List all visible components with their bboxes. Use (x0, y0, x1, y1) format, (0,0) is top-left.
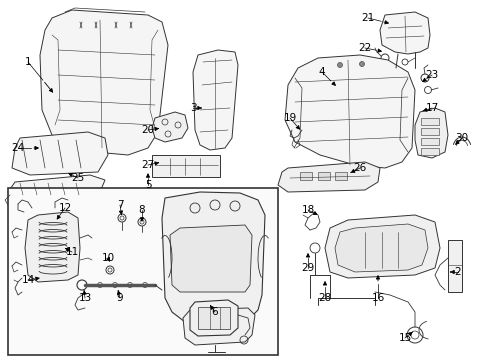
Text: 16: 16 (370, 293, 384, 303)
Polygon shape (379, 12, 429, 54)
Bar (317, 172, 329, 180)
Circle shape (359, 62, 364, 67)
Text: 29: 29 (301, 263, 314, 273)
Text: 2: 2 (454, 267, 460, 277)
Polygon shape (190, 300, 238, 336)
Polygon shape (170, 225, 251, 292)
Text: 14: 14 (21, 275, 35, 285)
Polygon shape (193, 50, 238, 150)
Polygon shape (40, 10, 168, 155)
Text: 10: 10 (101, 253, 114, 263)
Polygon shape (285, 55, 414, 168)
Polygon shape (152, 112, 187, 142)
Polygon shape (278, 162, 379, 192)
Text: 26: 26 (353, 163, 366, 173)
Text: 30: 30 (454, 133, 468, 143)
Bar (152, 155, 220, 177)
Text: 13: 13 (78, 293, 91, 303)
Text: 3: 3 (189, 103, 196, 113)
Polygon shape (8, 175, 105, 198)
Polygon shape (414, 108, 447, 158)
Bar (420, 148, 438, 155)
Bar (8, 188, 278, 355)
Text: 5: 5 (144, 180, 151, 190)
Text: 22: 22 (358, 43, 371, 53)
Text: 4: 4 (318, 67, 325, 77)
Text: 17: 17 (425, 103, 438, 113)
Polygon shape (325, 215, 439, 278)
Circle shape (337, 63, 342, 68)
Text: 8: 8 (139, 205, 145, 215)
Text: 11: 11 (65, 247, 79, 257)
Bar (420, 118, 438, 125)
Text: 7: 7 (117, 200, 123, 210)
Text: 23: 23 (425, 70, 438, 80)
Text: 18: 18 (301, 205, 314, 215)
Polygon shape (334, 224, 427, 272)
Text: 24: 24 (11, 143, 24, 153)
Bar (299, 172, 311, 180)
Bar (198, 307, 229, 329)
Text: 9: 9 (117, 293, 123, 303)
Polygon shape (162, 192, 264, 328)
Text: 20: 20 (141, 125, 154, 135)
Text: 21: 21 (361, 13, 374, 23)
Text: 6: 6 (211, 307, 218, 317)
Bar (420, 138, 438, 145)
Text: 15: 15 (398, 333, 411, 343)
Text: 12: 12 (58, 203, 71, 213)
Polygon shape (25, 212, 80, 282)
Bar (334, 172, 346, 180)
Text: 27: 27 (141, 160, 154, 170)
Text: 19: 19 (283, 113, 296, 123)
Bar (420, 128, 438, 135)
Text: 28: 28 (318, 293, 331, 303)
Bar (447, 240, 461, 292)
Polygon shape (183, 308, 254, 345)
Polygon shape (12, 132, 108, 175)
Text: 25: 25 (71, 173, 84, 183)
Text: 1: 1 (24, 57, 31, 67)
